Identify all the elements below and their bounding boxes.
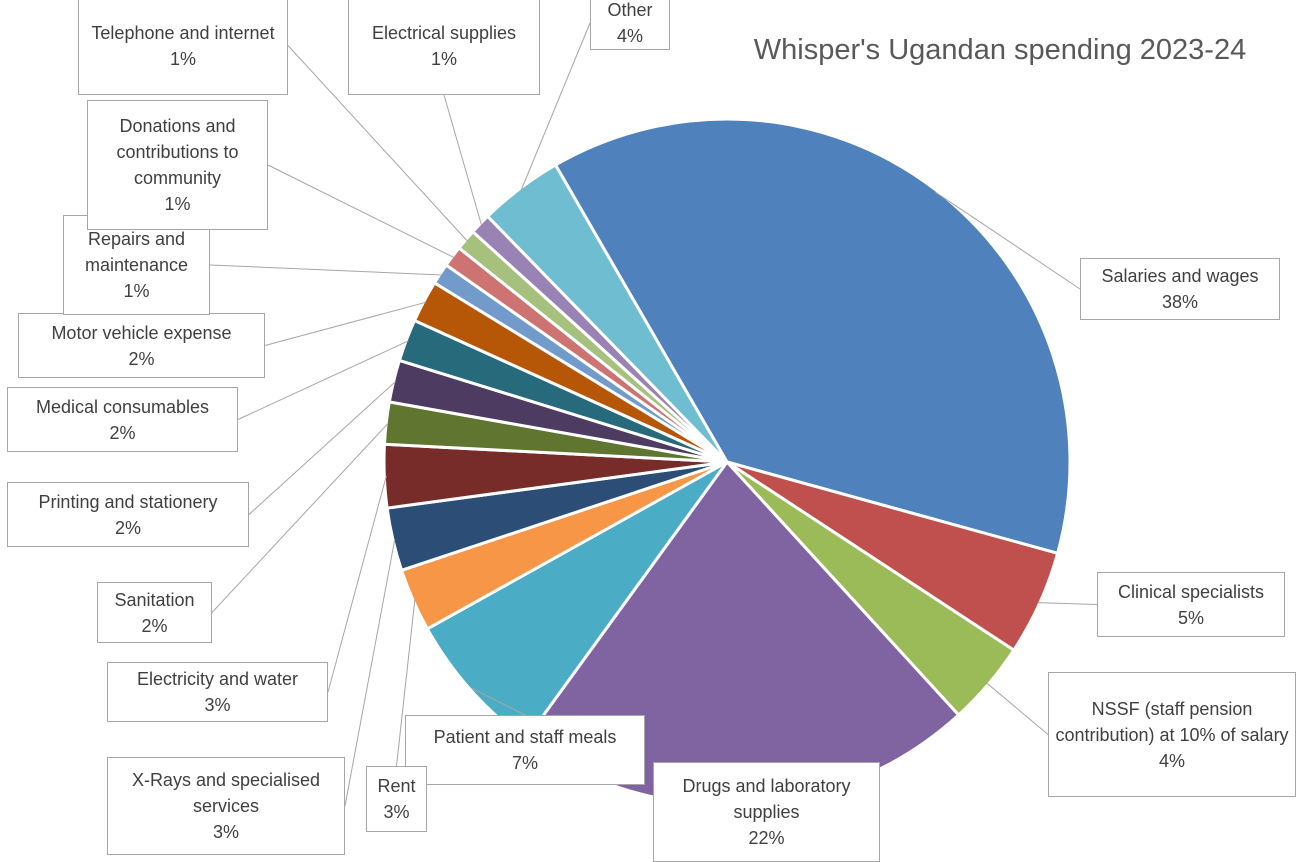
data-label: Medical consumables 2% — [7, 387, 238, 452]
leader-line — [443, 94, 483, 226]
data-label: Sanitation 2% — [97, 582, 212, 643]
value-label: 22% — [748, 828, 785, 848]
category-name: Other — [607, 0, 653, 20]
chart-title: Whisper's Ugandan spending 2023-24 — [753, 34, 1247, 66]
value-label: 2% — [128, 348, 155, 369]
data-label: Patient and staff meals 7% — [405, 715, 645, 785]
data-label: Rent 3% — [366, 766, 427, 832]
leader-line — [396, 599, 416, 767]
category-name: Patient and staff meals — [433, 727, 617, 747]
leader-line — [344, 539, 396, 807]
leader-line — [327, 476, 387, 693]
value-label: 4% — [616, 26, 643, 46]
data-label: Telephone and internet 1% — [78, 0, 288, 95]
leader-line — [986, 682, 1049, 735]
value-label: 1% — [169, 48, 196, 69]
data-label: Electrical supplies 1% — [348, 0, 540, 95]
category-name: Salaries and wages — [1101, 266, 1259, 286]
value-label: 1% — [430, 48, 457, 69]
leader-line — [1037, 602, 1098, 605]
data-label: Repairs and maintenance 1% — [63, 215, 210, 315]
pie-slice — [553, 117, 1072, 556]
leader-line — [237, 340, 409, 420]
leader-line — [935, 191, 1081, 290]
data-label: Motor vehicle expense 2% — [18, 313, 265, 378]
data-label: Salaries and wages 38% — [1080, 258, 1280, 320]
value-label: 3% — [383, 802, 410, 822]
category-name: X-Rays and specialised services — [131, 770, 321, 816]
category-name: Printing and stationery — [38, 491, 218, 512]
data-label: Donations and contributions to community… — [87, 100, 268, 230]
category-name: NSSF (staff pension contribution) at 10%… — [1055, 698, 1289, 745]
leader-line — [471, 687, 526, 716]
pie-slice — [485, 162, 729, 464]
value-label: 38% — [1161, 292, 1199, 312]
leader-line — [209, 264, 442, 276]
value-label: 2% — [109, 422, 136, 443]
leader-line — [520, 22, 591, 191]
category-name: Donations and contributions to community — [116, 116, 239, 188]
leader-line — [287, 45, 468, 242]
value-label: 4% — [1158, 750, 1185, 771]
category-name: Repairs and maintenance — [84, 229, 189, 275]
category-name: Electricity and water — [136, 669, 299, 689]
leader-line — [211, 422, 389, 613]
category-name: Medical consumables — [35, 396, 210, 417]
leader-line — [267, 164, 455, 259]
value-label: 1% — [164, 194, 191, 214]
leader-line — [264, 301, 426, 346]
value-label: 7% — [511, 753, 538, 773]
data-label: X-Rays and specialised services 3% — [107, 757, 345, 855]
data-label: NSSF (staff pension contribution) at 10%… — [1048, 672, 1296, 797]
value-label: 3% — [212, 822, 239, 842]
value-label: 1% — [123, 281, 150, 301]
data-label: Printing and stationery 2% — [7, 482, 249, 547]
category-name: Sanitation — [114, 589, 195, 610]
leader-line — [248, 381, 396, 515]
category-name: Drugs and laboratory supplies — [682, 776, 851, 822]
value-label: 2% — [141, 615, 168, 636]
data-label: Clinical specialists 5% — [1097, 572, 1285, 637]
category-name: Electrical supplies — [371, 22, 517, 43]
value-label: 2% — [114, 517, 141, 538]
category-name: Rent — [377, 776, 416, 796]
data-label: Other 4% — [590, 0, 670, 50]
value-label: 3% — [204, 695, 231, 715]
category-name: Motor vehicle expense — [51, 322, 232, 343]
value-label: 5% — [1177, 607, 1204, 628]
category-name: Clinical specialists — [1117, 581, 1265, 602]
category-name: Telephone and internet — [91, 22, 275, 43]
data-label: Drugs and laboratory supplies 22% — [653, 762, 880, 862]
data-label: Electricity and water 3% — [107, 662, 328, 722]
